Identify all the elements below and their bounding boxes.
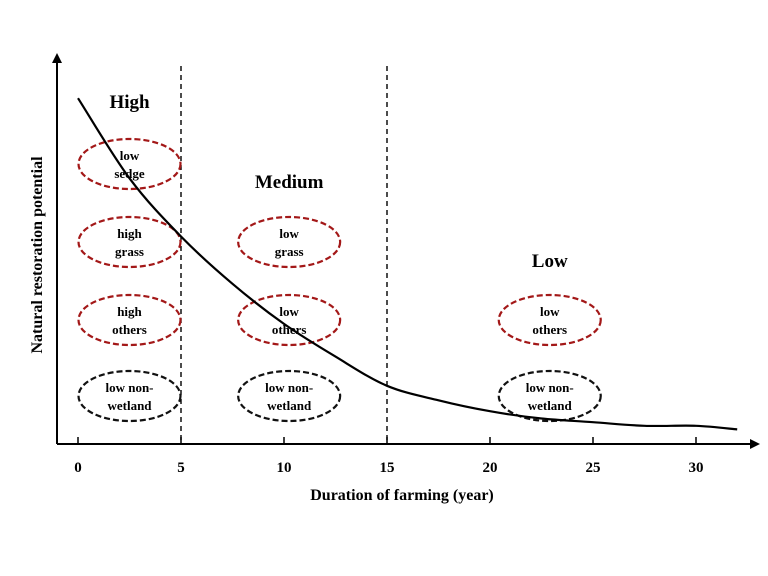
boundary-lines xyxy=(180,66,388,444)
oval-label-line1: low xyxy=(540,304,560,319)
oval-label-line1: high xyxy=(117,304,142,319)
oval-label-line2: wetland xyxy=(107,398,152,413)
zone-label: High xyxy=(109,92,150,113)
oval-label-line2: others xyxy=(532,322,567,337)
oval-label-line2: grass xyxy=(115,244,144,259)
oval-label-line1: low non- xyxy=(265,380,313,395)
oval-label-line2: wetland xyxy=(528,398,573,413)
zone-label: Low xyxy=(532,251,568,272)
oval-label-line2: grass xyxy=(275,244,304,259)
x-tick-label: 30 xyxy=(689,460,704,476)
oval-label-line1: high xyxy=(117,226,142,241)
x-axis-title: Duration of farming (year) xyxy=(310,487,494,504)
oval-label-line2: sedge xyxy=(114,166,145,181)
restoration-curve xyxy=(77,97,738,431)
x-tick-label: 20 xyxy=(483,460,498,476)
category-oval xyxy=(497,369,602,423)
oval-label-line1: low non- xyxy=(526,380,574,395)
x-tick-label: 10 xyxy=(277,460,292,476)
x-tick-label: 0 xyxy=(74,460,82,476)
category-oval xyxy=(77,293,182,347)
category-oval xyxy=(237,293,342,347)
oval-group: low sedge high grass high others low non-wetla… xyxy=(77,137,602,423)
category-oval xyxy=(77,369,182,423)
zone-labels: High Medium Low xyxy=(109,92,568,272)
category-oval xyxy=(237,215,342,269)
oval-label-line2: wetland xyxy=(267,398,312,413)
y-axis-title: Natural restoration potential xyxy=(29,156,46,354)
oval-label-line1: low xyxy=(279,304,299,319)
category-oval xyxy=(497,293,602,347)
x-tick-label: 15 xyxy=(380,460,395,476)
oval-label-line1: low xyxy=(120,148,140,163)
x-tick-label: 5 xyxy=(177,460,185,476)
category-oval xyxy=(77,215,182,269)
category-oval xyxy=(77,137,182,191)
category-oval xyxy=(237,369,342,423)
oval-label-line1: low xyxy=(279,226,299,241)
oval-label-line2: others xyxy=(112,322,147,337)
x-tick-label: 25 xyxy=(586,460,601,476)
oval-label-line1: low non- xyxy=(105,380,153,395)
zone-label: Medium xyxy=(255,172,324,193)
x-ticks: 0 5 10 15 20 25 30 xyxy=(74,437,704,476)
